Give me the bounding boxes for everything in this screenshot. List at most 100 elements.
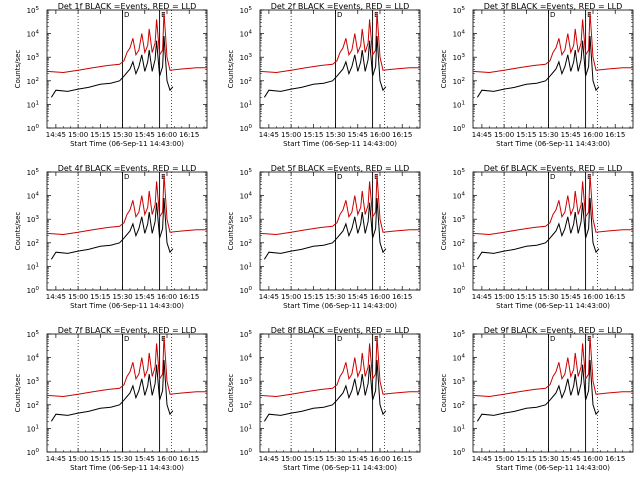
y-tick-exponent: 0 [36, 286, 40, 292]
y-tick-exponent: 4 [462, 30, 466, 36]
x-tick-label: 15:00 [68, 131, 88, 139]
y-tick-label: 100 [27, 448, 40, 457]
y-tick-exponent: 1 [36, 262, 40, 268]
y-tick-label: 103 [27, 377, 40, 386]
x-tick-label: 16:15 [392, 131, 412, 139]
y-tick-label: 101 [240, 100, 252, 109]
marker-tick-label: D [550, 173, 555, 181]
y-tick-label: 102 [27, 239, 39, 248]
y-tick-label: 104 [240, 354, 253, 363]
y-tick-label: 102 [240, 77, 252, 86]
x-tick-label: 15:45 [561, 455, 581, 463]
x-tick-label: 16:00 [157, 293, 177, 301]
panel-det-3: Det 3f BLACK =Events, RED = LLD100101102… [440, 2, 634, 148]
marker-tick-label: D [337, 173, 342, 181]
data-layer [473, 336, 633, 422]
y-tick-label: 104 [27, 354, 40, 363]
x-tick-label: 15:45 [561, 131, 581, 139]
x-axis-label: Start Time (06-Sep-11 14:43:00) [496, 302, 610, 310]
x-tick-label: 15:45 [348, 455, 368, 463]
plot-frame [259, 9, 421, 129]
marker-tick-label: E [587, 173, 591, 181]
y-axis-label: Counts/sec [14, 50, 22, 89]
x-tick-label: 15:15 [516, 131, 536, 139]
y-axis-label: Counts/sec [440, 374, 448, 413]
y-tick-label: 104 [453, 192, 466, 201]
y-tick-exponent: 3 [462, 377, 466, 383]
y-tick-exponent: 3 [36, 215, 40, 221]
x-tick-label: 14:45 [259, 293, 279, 301]
panel-det-1: Det 1f BLACK =Events, RED = LLD100101102… [14, 2, 208, 148]
x-tick-label: 15:15 [90, 131, 110, 139]
x-tick-label: 16:15 [605, 455, 625, 463]
marker-tick-label: D [124, 335, 129, 343]
y-tick-label: 104 [27, 30, 40, 39]
x-tick-label: 14:45 [259, 455, 279, 463]
x-tick-label: 16:15 [392, 455, 412, 463]
x-tick-label: 15:45 [561, 293, 581, 301]
plot-frame [46, 9, 208, 129]
y-tick-exponent: 3 [249, 377, 253, 383]
x-axis-label: Start Time (06-Sep-11 14:43:00) [496, 464, 610, 472]
lld-series-line [260, 174, 420, 236]
y-axis-label: Counts/sec [14, 212, 22, 251]
y-tick-label: 101 [27, 100, 39, 109]
y-tick-label: 100 [240, 286, 253, 295]
y-tick-label: 100 [27, 124, 40, 133]
x-tick-label: 15:30 [325, 131, 345, 139]
x-tick-label: 15:00 [494, 455, 514, 463]
y-tick-exponent: 1 [36, 424, 40, 430]
y-tick-exponent: 1 [462, 424, 466, 430]
x-tick-label: 15:45 [135, 455, 155, 463]
x-tick-label: 16:15 [179, 455, 199, 463]
y-tick-exponent: 3 [462, 215, 466, 221]
y-tick-exponent: 4 [36, 192, 40, 198]
y-tick-exponent: 4 [249, 30, 253, 36]
y-tick-exponent: 5 [249, 168, 253, 174]
x-tick-label: 15:15 [90, 455, 110, 463]
x-tick-label: 15:00 [68, 293, 88, 301]
lld-series-line [473, 174, 633, 236]
y-tick-label: 100 [240, 124, 253, 133]
x-tick-label: 14:45 [46, 293, 66, 301]
y-tick-label: 104 [453, 354, 466, 363]
plot-frame [472, 9, 634, 129]
lld-series-line [473, 12, 633, 74]
y-axis-label: Counts/sec [14, 374, 22, 413]
x-tick-label: 15:15 [90, 293, 110, 301]
x-tick-label: 16:00 [583, 131, 603, 139]
events-series-line [476, 197, 600, 260]
y-tick-exponent: 2 [462, 401, 466, 407]
y-tick-exponent: 1 [249, 424, 253, 430]
x-tick-label: 15:30 [538, 131, 558, 139]
panel-det-6: Det 6f BLACK =Events, RED = LLD100101102… [440, 164, 634, 310]
marker-tick-label: D [124, 11, 129, 19]
marker-tick-label: E [161, 335, 165, 343]
panel-det-7: Det 7f BLACK =Events, RED = LLD100101102… [14, 326, 208, 472]
x-tick-label: 15:45 [135, 293, 155, 301]
y-tick-exponent: 4 [249, 354, 253, 360]
x-tick-label: 16:00 [583, 455, 603, 463]
y-tick-exponent: 0 [249, 448, 253, 454]
events-series-line [263, 359, 387, 422]
y-tick-exponent: 1 [462, 100, 466, 106]
panel-title: Det 5f BLACK =Events, RED = LLD [271, 164, 410, 173]
marker-tick-label: E [161, 173, 165, 181]
events-series-line [476, 359, 600, 422]
x-tick-label: 16:15 [605, 293, 625, 301]
y-tick-label: 105 [240, 6, 253, 15]
x-tick-label: 15:30 [112, 131, 132, 139]
y-tick-label: 102 [240, 401, 252, 410]
y-tick-exponent: 2 [249, 401, 253, 407]
x-tick-label: 15:30 [112, 455, 132, 463]
y-tick-exponent: 0 [462, 124, 466, 130]
x-tick-label: 16:00 [583, 293, 603, 301]
y-tick-label: 101 [27, 262, 39, 271]
y-tick-exponent: 5 [36, 6, 40, 12]
events-series-line [476, 35, 600, 98]
x-tick-label: 15:30 [112, 293, 132, 301]
marker-tick-label: E [374, 335, 378, 343]
y-axis-label: Counts/sec [227, 212, 235, 251]
x-axis-label: Start Time (06-Sep-11 14:43:00) [283, 464, 397, 472]
